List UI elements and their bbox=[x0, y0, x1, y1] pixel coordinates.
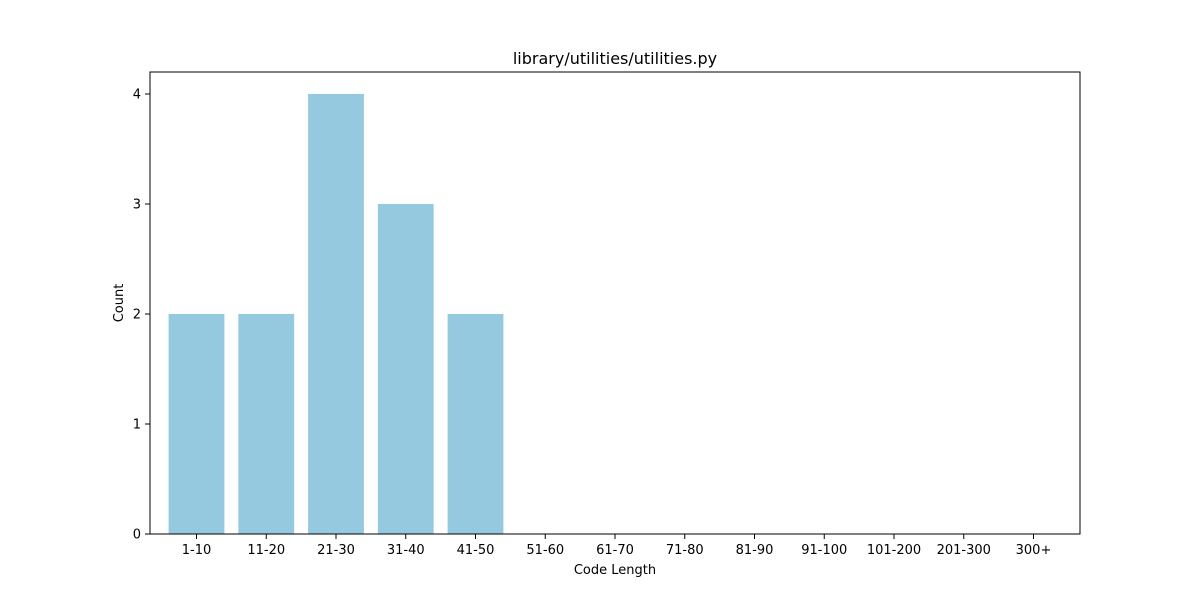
bar-1-10 bbox=[168, 314, 225, 534]
x-tick-label: 1-10 bbox=[182, 543, 212, 558]
bar-41-50 bbox=[447, 314, 504, 534]
y-tick-label: 0 bbox=[133, 528, 141, 543]
x-tick-label: 51-60 bbox=[526, 543, 564, 558]
bar-31-40 bbox=[377, 204, 434, 534]
x-tick-label: 11-20 bbox=[247, 543, 285, 558]
x-tick-label: 31-40 bbox=[387, 543, 425, 558]
x-axis-label: Code Length bbox=[574, 563, 656, 578]
bar-21-30 bbox=[308, 94, 364, 534]
bars-group bbox=[168, 94, 504, 534]
x-tick-label: 91-100 bbox=[801, 543, 847, 558]
y-tick-label: 3 bbox=[133, 198, 141, 213]
x-tick-label: 300+ bbox=[1016, 543, 1052, 558]
x-tick-label: 201-300 bbox=[937, 543, 991, 558]
y-axis-label: Count bbox=[112, 284, 127, 323]
y-tick-label: 2 bbox=[133, 308, 141, 323]
y-tick-label: 1 bbox=[133, 418, 141, 433]
x-axis-ticks: 1-10 11-20 21-30 31-40 41-50 51-60 61-70 71-80 8… bbox=[182, 534, 1052, 558]
x-tick-label: 101-200 bbox=[867, 543, 921, 558]
x-tick-label: 71-80 bbox=[666, 543, 704, 558]
x-tick-label: 41-50 bbox=[457, 543, 495, 558]
y-axis-ticks: 0 1 2 3 4 bbox=[133, 88, 150, 543]
x-tick-label: 81-90 bbox=[736, 543, 774, 558]
chart-title: library/utilities/utilities.py bbox=[513, 49, 717, 68]
bar-11-20 bbox=[238, 314, 295, 534]
x-tick-label: 21-30 bbox=[317, 543, 355, 558]
y-tick-label: 4 bbox=[133, 88, 141, 103]
x-tick-label: 61-70 bbox=[596, 543, 634, 558]
